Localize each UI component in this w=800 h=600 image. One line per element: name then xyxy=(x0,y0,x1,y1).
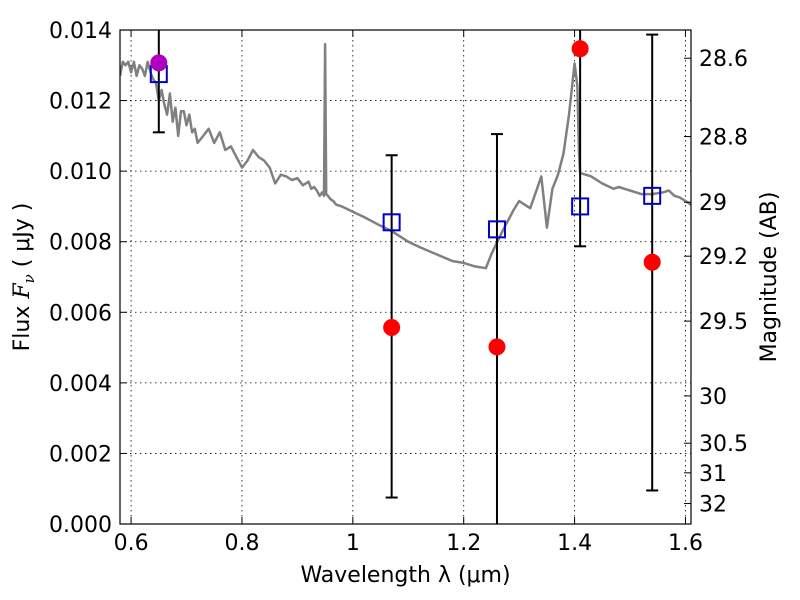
model-flux-square xyxy=(487,220,506,239)
observed-flux-point xyxy=(488,338,506,356)
right-axis-tick-label: 28.8 xyxy=(699,126,748,151)
right-axis-tick-label: 29.5 xyxy=(699,310,748,335)
y-tick-label: 0.006 xyxy=(49,301,112,326)
reference-flux-point xyxy=(150,54,168,72)
axis-ticks: 0.6 0.8 1 1.2 1.4 1.6 0.000 0.002 0.004 0.006 0.00… xyxy=(49,19,748,556)
observed-flux-point xyxy=(383,318,401,336)
x-tick-label: 1.2 xyxy=(446,531,481,556)
y-tick-label: 0.012 xyxy=(49,90,112,115)
x-tick-label: 1 xyxy=(346,531,360,556)
x-tick-label: 1.6 xyxy=(668,531,703,556)
x-axis-label: Wavelength λ (μm) xyxy=(300,563,510,588)
right-axis-tick-label: 29 xyxy=(699,191,727,216)
right-axis-tick-label: 31 xyxy=(699,462,727,487)
x-tick-label: 0.8 xyxy=(224,531,259,556)
model-flux-square xyxy=(643,186,662,205)
y-tick-label: 0.010 xyxy=(49,160,112,185)
right-axis-tick-label: 32 xyxy=(699,493,727,518)
model-flux-square xyxy=(571,197,590,216)
y-axis-label: Flux Fν ( μJy ) xyxy=(10,203,38,352)
y-tick-label: 0.000 xyxy=(49,513,112,538)
markers xyxy=(149,40,662,356)
right-axis-tick-label: 29.2 xyxy=(699,245,748,270)
y-tick-label: 0.014 xyxy=(49,19,112,44)
y-tick-label: 0.004 xyxy=(49,372,112,397)
y-tick-label: 0.002 xyxy=(49,442,112,467)
plot-data xyxy=(120,42,691,270)
spectrum-line xyxy=(120,42,691,270)
right-axis-tick-label: 28.6 xyxy=(699,47,748,72)
plot-frame xyxy=(119,29,692,525)
observed-flux-point xyxy=(643,253,661,271)
x-tick-label: 1.4 xyxy=(557,531,592,556)
right-axis-tick-label: 30 xyxy=(699,385,727,410)
right-axis-tick-label: 30.5 xyxy=(699,432,748,457)
y-tick-label: 0.008 xyxy=(49,231,112,256)
observed-flux-point xyxy=(571,40,589,58)
model-flux-square xyxy=(382,213,401,232)
right-axis-label: Magnitude (AB) xyxy=(757,192,782,363)
x-tick-label: 0.6 xyxy=(114,531,149,556)
